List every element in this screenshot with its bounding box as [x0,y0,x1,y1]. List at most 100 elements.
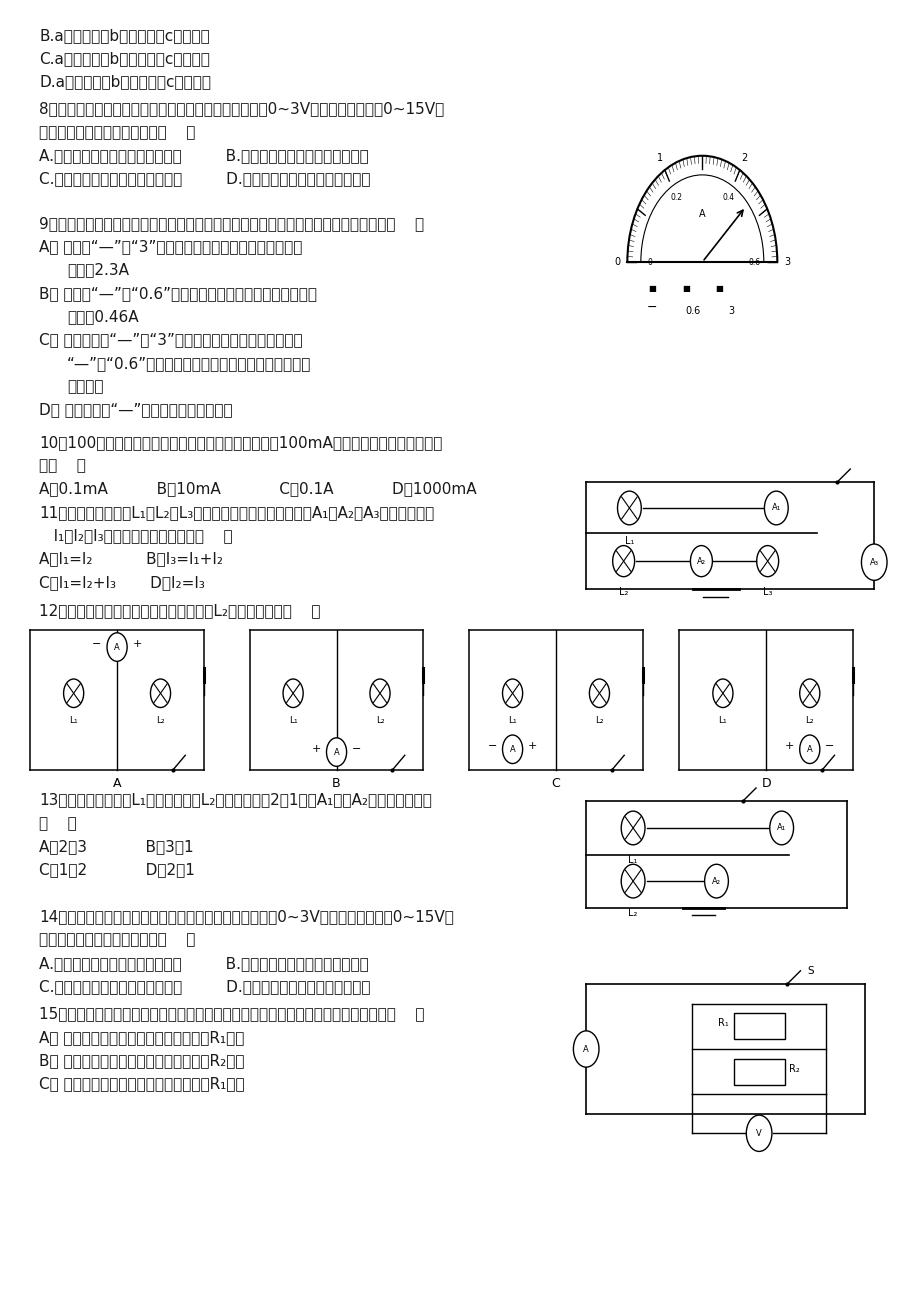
Text: L₂: L₂ [375,716,384,725]
Text: R₂: R₂ [789,1064,800,1074]
Text: 3: 3 [728,306,734,316]
Circle shape [745,1115,771,1151]
Text: A: A [509,745,515,754]
Text: A: A [113,777,121,790]
Text: I₁、I₂、I₃，则它们之间的关系是（    ）: I₁、I₂、I₃，则它们之间的关系是（ ） [40,529,233,543]
Text: L₁: L₁ [718,716,726,725]
Text: L₂: L₂ [618,587,628,596]
Circle shape [769,811,793,845]
Circle shape [326,738,346,767]
Text: C、I₁=I₂+I₃       D、I₂=I₃: C、I₁=I₂+I₃ D、I₂=I₃ [40,574,205,590]
Text: 1: 1 [656,154,663,163]
Text: 是（    ）: 是（ ） [40,458,86,473]
Text: A₁: A₁ [771,504,780,513]
Text: A₃: A₃ [868,557,878,566]
Text: 15、某同学采用如图所示电路做电学实验时，出现一处电路故障，以下分析正确的是（    ）: 15、某同学采用如图所示电路做电学实验时，出现一处电路故障，以下分析正确的是（ … [40,1006,425,1022]
Circle shape [573,1031,598,1068]
Text: 量程来测量。这样做的结果是（    ）: 量程来测量。这样做的结果是（ ） [40,932,196,948]
Text: A: A [698,210,705,219]
Text: 13、如图所示，通过L₁的电流和通过L₂的电流之比是2：1，则A₁表和A₂表的示数之比是: 13、如图所示，通过L₁的电流和通过L₂的电流之比是2：1，则A₁表和A₂表的示… [40,793,432,807]
Text: ■: ■ [647,284,655,293]
Text: −: − [487,741,496,751]
Circle shape [107,633,127,661]
Text: A． 若电流表无示数，电压表有示数，则R₁短路: A． 若电流表无示数，电压表有示数，则R₁短路 [40,1030,244,1044]
Text: C． 若电流表有示数，电压表有示数，则R₁断路: C． 若电流表有示数，电压表有示数，则R₁断路 [40,1077,244,1091]
Text: A: A [334,747,339,756]
Text: B.a为电压表，b为电压表，c为电流表: B.a为电压表，b为电压表，c为电流表 [40,27,210,43]
Text: S: S [806,966,813,975]
Text: 0.6: 0.6 [748,258,760,267]
Text: L₁: L₁ [507,716,516,725]
Text: −: − [646,301,656,314]
Text: A₂: A₂ [711,876,720,885]
Text: ■: ■ [714,284,722,293]
Text: C: C [551,777,560,790]
Text: D.a为电流表，b为电流表，c为电流表: D.a为电流表，b为电流表，c为电流表 [40,74,211,90]
Text: 2: 2 [741,154,747,163]
Text: ■: ■ [681,284,689,293]
Text: B． 若使用“—”和“0.6”两个接线柱接入电路，则指针所对的: B． 若使用“—”和“0.6”两个接线柱接入电路，则指针所对的 [40,285,317,301]
Text: D． 该电流表的“—”接线柱是公共的接线柱: D． 该电流表的“—”接线柱是公共的接线柱 [40,402,233,418]
Circle shape [689,546,711,577]
Circle shape [704,865,728,898]
Text: L₃: L₃ [762,587,772,596]
Text: A₂: A₂ [697,557,705,565]
Text: 不会改变: 不会改变 [67,379,103,395]
Text: 示数为0.46A: 示数为0.46A [67,309,138,324]
Text: +: + [528,741,537,751]
Text: +: + [784,741,793,751]
Text: 3: 3 [783,256,789,267]
Text: L₁: L₁ [289,716,297,725]
Text: 0: 0 [614,256,620,267]
Text: −: − [824,741,834,751]
Text: A． 若使用“—”和“3”两个接线柱接入电路，则指针所对的: A． 若使用“—”和“3”两个接线柱接入电路，则指针所对的 [40,240,302,254]
Text: −: − [92,639,101,650]
Circle shape [502,736,522,763]
Text: 9、图是一次实验时电流表指针的偏转情况，王强对此作出了四种估计，其中错误的是（    ）: 9、图是一次实验时电流表指针的偏转情况，王强对此作出了四种估计，其中错误的是（ … [40,216,424,230]
Text: D: D [761,777,770,790]
Text: 10、100个小灯泡串联在一起，已知某处电路的电流是100mA，则通过每个小灯泡的电流: 10、100个小灯泡串联在一起，已知某处电路的电流是100mA，则通过每个小灯泡… [40,435,442,449]
Text: C、1：2            D、2：1: C、1：2 D、2：1 [40,863,195,878]
Text: A.指针摇动角度大，会损坏电压表         B.指针摇动角度小，会损坏电压表: A.指针摇动角度大，会损坏电压表 B.指针摇动角度小，会损坏电压表 [40,148,369,163]
Text: L₁: L₁ [624,536,633,547]
Text: C.a为电流表，b为电流表，c为电压表: C.a为电流表，b为电流表，c为电压表 [40,51,210,66]
Text: +: + [132,639,142,650]
Text: L₂: L₂ [628,907,637,918]
Text: A、2：3            B、3：1: A、2：3 B、3：1 [40,840,194,854]
Text: 示数为2.3A: 示数为2.3A [67,262,129,277]
Text: 0.4: 0.4 [721,193,734,202]
Text: C.指针摇动角度小，读数比较准确         D.指针摇动角度小，读数不够准确: C.指针摇动角度小，读数比较准确 D.指针摇动角度小，读数不够准确 [40,979,370,995]
Text: L₂: L₂ [156,716,165,725]
Text: 0.6: 0.6 [685,306,700,316]
Text: C.指针摇动角度小，读数比较准确         D.指针摇动角度小，读数不够准确: C.指针摇动角度小，读数比较准确 D.指针摇动角度小，读数不够准确 [40,172,370,186]
Text: A、0.1mA          B、10mA            C、0.1A            D、1000mA: A、0.1mA B、10mA C、0.1A D、1000mA [40,482,476,496]
Text: L₁: L₁ [69,716,78,725]
Text: B． 若电流表无示数，电压表无示数，则R₂断路: B． 若电流表无示数，电压表无示数，则R₂断路 [40,1053,244,1068]
Text: B: B [332,777,341,790]
Text: A: A [583,1044,588,1053]
Text: 0.2: 0.2 [669,193,681,202]
Text: 0: 0 [647,258,652,267]
Text: “—”和“0.6”两个接线柱接入原电路中，则指针的位置: “—”和“0.6”两个接线柱接入原电路中，则指针的位置 [67,355,311,371]
Text: R₁: R₁ [718,1018,728,1029]
Text: +: + [312,743,321,754]
Text: −: − [352,743,361,754]
Text: 11、三个相同的灯泡L₁、L₂、L₃组成如图所示的电路，电流表A₁、A₂、A₃的示数分别为: 11、三个相同的灯泡L₁、L₂、L₃组成如图所示的电路，电流表A₁、A₂、A₃的… [40,505,434,519]
Text: A₁: A₁ [777,823,786,832]
Text: L₂: L₂ [595,716,603,725]
Text: L₂: L₂ [805,716,813,725]
Circle shape [764,491,788,525]
Text: A: A [806,745,811,754]
Text: 12、如图所示，电路中能正确测出通过灯L₂的电流的是：（    ）: 12、如图所示，电路中能正确测出通过灯L₂的电流的是：（ ） [40,603,321,618]
Text: V: V [755,1129,761,1138]
Bar [732,1059,784,1085]
Text: 14、某同学使用电压表时，估计待测电路中的电压应选用0~3V的量程，但他误用0~15V的: 14、某同学使用电压表时，估计待测电路中的电压应选用0~3V的量程，但他误用0~… [40,909,454,924]
Bar [732,1013,784,1039]
Text: （    ）: （ ） [40,816,77,831]
Circle shape [799,736,819,763]
Text: C． 若原来使用“—”和“3”两个接线柱接入电路，而后使用: C． 若原来使用“—”和“3”两个接线柱接入电路，而后使用 [40,332,302,348]
Text: A: A [114,643,119,651]
Text: L₁: L₁ [628,855,637,865]
Text: A、I₁=I₂           B、I₃=I₁+I₂: A、I₁=I₂ B、I₃=I₁+I₂ [40,552,223,566]
Text: 8、某同学使用电压表时，估计待测电路中的电压应选用0~3V的量程，但他误用0~15V的: 8、某同学使用电压表时，估计待测电路中的电压应选用0~3V的量程，但他误用0~1… [40,102,444,117]
